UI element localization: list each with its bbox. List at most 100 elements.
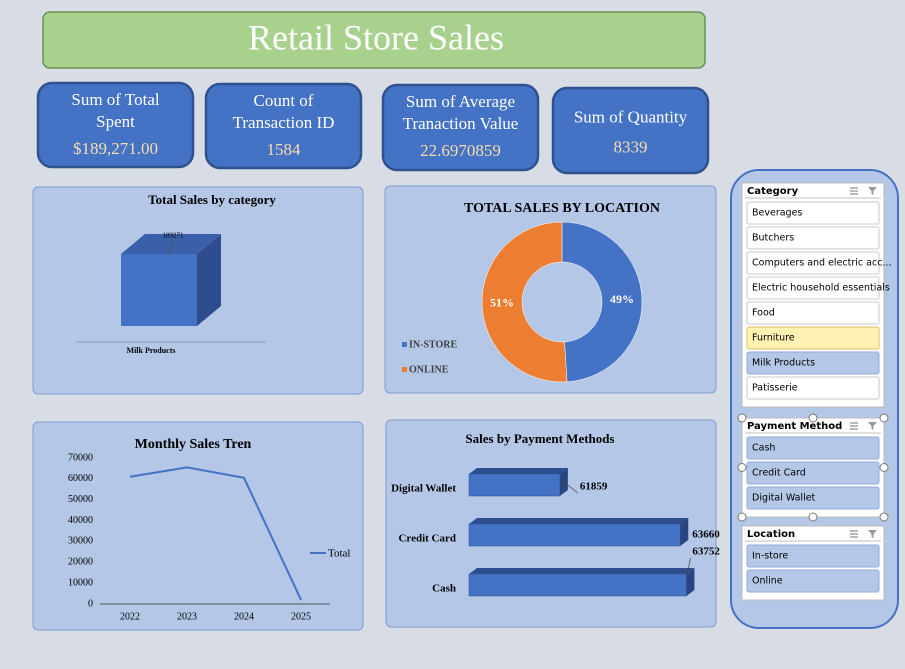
slicer-item-label[interactable]: Credit Card [752, 468, 806, 479]
chart-panel [32, 421, 364, 631]
legend-swatch [402, 342, 407, 347]
resize-handle[interactable] [879, 512, 889, 522]
slicer-item-label[interactable]: Milk Products [752, 358, 815, 369]
data-label: 51% [490, 296, 514, 310]
data-label: 189271 [163, 232, 185, 240]
donut-slice [561, 221, 643, 383]
y-tick-label: 0 [88, 598, 93, 609]
bar-top [469, 518, 689, 524]
clear-filter-icon[interactable] [868, 530, 877, 538]
slicer-item[interactable] [746, 486, 880, 510]
slicer-item[interactable] [746, 201, 880, 225]
resize-handle[interactable] [879, 413, 889, 423]
slicer-title: Payment Method [747, 421, 842, 432]
line-series [129, 466, 302, 601]
bar [468, 473, 561, 497]
slicer-item[interactable] [746, 276, 880, 300]
dashboard-title: Retail Store Sales [248, 17, 504, 57]
kpi-label: Spent [96, 112, 135, 131]
donut-slice [481, 221, 568, 383]
legend-label: ONLINE [409, 364, 449, 375]
kpi-card [36, 81, 195, 169]
kpi-value: $189,271.00 [73, 139, 158, 158]
multi-select-icon[interactable] [850, 187, 858, 195]
slicer-item[interactable] [746, 544, 880, 568]
y-tick-label: 50000 [68, 494, 93, 505]
multi-select-icon[interactable] [850, 422, 858, 430]
legend-label: IN-STORE [409, 339, 457, 350]
y-tick-label: Credit Card [398, 533, 456, 545]
legend-label: Total [328, 548, 350, 560]
resize-handle[interactable] [737, 512, 747, 522]
resize-handle[interactable] [737, 463, 747, 472]
chart-title: Monthly Sales Tren [135, 437, 252, 452]
kpi-label: Count of [254, 91, 314, 110]
slicer-item[interactable] [746, 326, 880, 350]
bar-top [121, 234, 221, 254]
chart-title: Total Sales by category [148, 192, 276, 207]
slicer-item-label[interactable]: Online [752, 576, 783, 587]
kpi-label: Sum of Quantity [574, 107, 688, 126]
slicer-item[interactable] [746, 436, 880, 460]
slicer-item[interactable] [746, 376, 880, 400]
label-leader [559, 478, 579, 494]
x-tick-label: 2025 [291, 611, 311, 622]
resize-handle[interactable] [808, 413, 818, 423]
data-label: 63752 [692, 546, 720, 558]
bar-side [680, 518, 689, 546]
slicer-item[interactable] [746, 301, 880, 325]
label-leader [168, 239, 174, 257]
clear-filter-icon[interactable] [868, 187, 877, 195]
kpi-label: Tranaction Value [403, 114, 519, 133]
kpi-card [381, 83, 540, 172]
y-tick-label: 40000 [68, 515, 93, 526]
slicer-item[interactable] [746, 351, 880, 375]
y-tick-label: 70000 [68, 452, 93, 463]
slicer-item-label[interactable]: Patisserie [752, 383, 798, 394]
kpi-value: 8339 [614, 137, 648, 156]
bar [121, 254, 197, 326]
kpi-value: 1584 [267, 140, 302, 159]
slicer-item[interactable] [746, 226, 880, 250]
bar-top [469, 568, 695, 574]
slicer-item-label[interactable]: Digital Wallet [752, 493, 816, 504]
x-tick-label: 2024 [234, 611, 254, 622]
bar-top [469, 468, 568, 474]
slicer-title: Category [747, 186, 799, 197]
slicer-item-label[interactable]: Electric household essentials [752, 283, 890, 294]
slicer-item-label[interactable]: In-store [752, 551, 788, 562]
bar [468, 573, 687, 597]
kpi-value: 22.6970859 [420, 141, 501, 160]
slicer-item-label[interactable]: Butchers [752, 233, 794, 244]
y-tick-label: 10000 [68, 577, 93, 588]
slicer-item-label[interactable]: Food [752, 308, 775, 319]
clear-filter-icon[interactable] [868, 422, 877, 430]
kpi-card [551, 86, 710, 175]
bar-side [686, 568, 695, 596]
kpi-label: Sum of Total [71, 90, 159, 109]
slicer-item-label[interactable]: Cash [752, 443, 775, 454]
resize-handle[interactable] [879, 463, 889, 472]
slicer-item-label[interactable]: Beverages [752, 208, 802, 219]
data-label: 61859 [580, 481, 608, 493]
y-tick-label: 60000 [68, 473, 93, 484]
label-leader [686, 557, 691, 580]
kpi-card [204, 82, 363, 170]
multi-select-icon[interactable] [850, 530, 858, 538]
x-tick-label: 2022 [120, 611, 140, 622]
chart-title: Sales by Payment Methods [465, 431, 614, 446]
data-label: 63660 [692, 529, 720, 541]
slicer-item[interactable] [746, 251, 880, 275]
data-label: 49% [610, 292, 634, 306]
slicer-item-label[interactable]: Furniture [752, 333, 795, 344]
y-tick-label: Digital Wallet [391, 483, 456, 495]
kpi-label: Sum of Average [406, 92, 515, 111]
y-tick-label: 20000 [68, 557, 93, 568]
slicer-item[interactable] [746, 569, 880, 593]
resize-handle[interactable] [808, 512, 818, 522]
y-tick-label: Cash [432, 583, 456, 595]
slicer-item[interactable] [746, 461, 880, 485]
slicer-item-label[interactable]: Computers and electric acc... [752, 258, 891, 269]
legend-swatch [402, 367, 407, 372]
resize-handle[interactable] [737, 413, 747, 423]
